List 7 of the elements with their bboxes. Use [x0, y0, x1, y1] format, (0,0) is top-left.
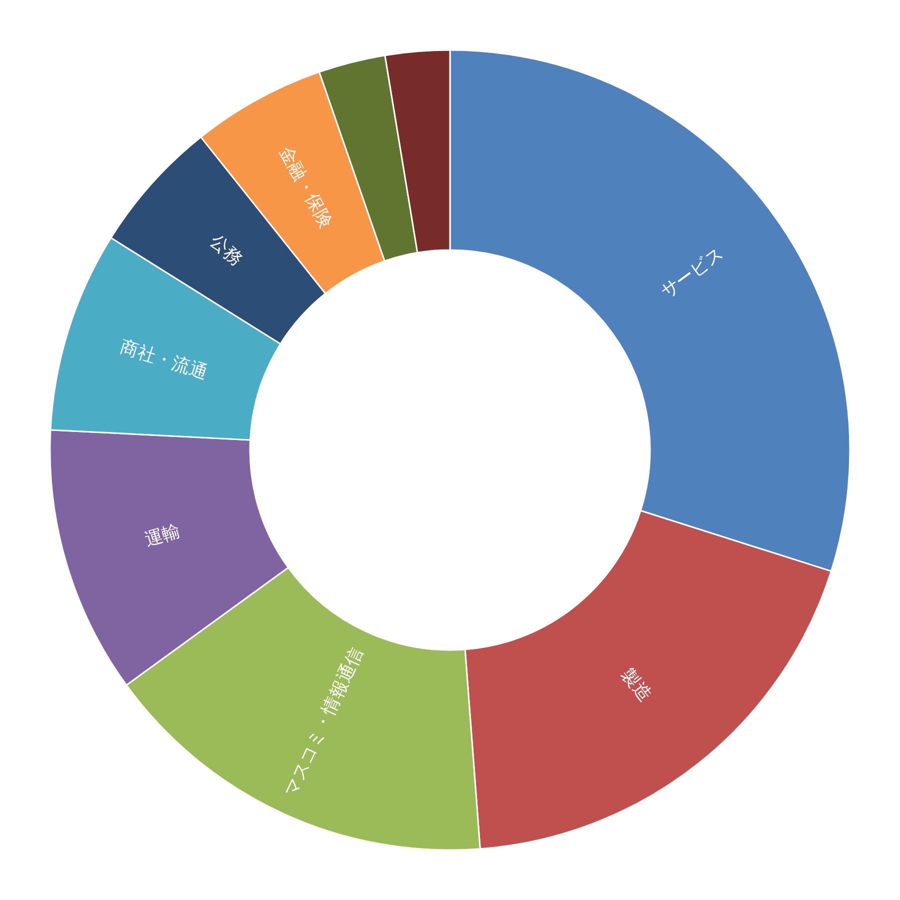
- slice-label: 公務: [206, 230, 247, 270]
- slice-label: 商社・流通: [118, 336, 210, 384]
- slice-label: マスコミ・情報通信: [280, 644, 368, 800]
- slice-label: 製造: [616, 664, 656, 706]
- slice-label: サービス: [656, 243, 728, 303]
- slice-label: 運輸: [142, 520, 183, 551]
- slice-label: 金融・保険: [274, 142, 336, 232]
